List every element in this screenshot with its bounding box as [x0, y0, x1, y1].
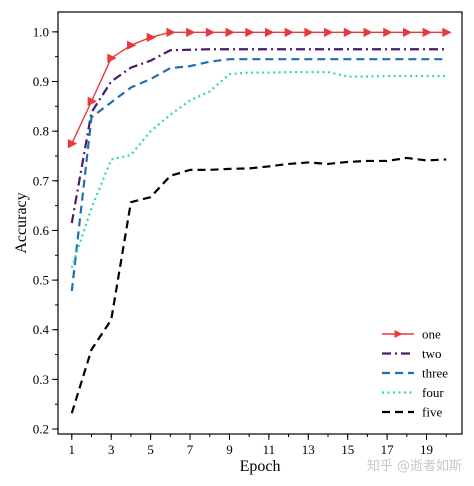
y-tick-label: 0.7 [33, 173, 50, 188]
series-point-one [127, 40, 137, 50]
series-line-two [70, 48, 447, 224]
x-tick-label: 15 [341, 442, 354, 457]
series-point-one [225, 27, 235, 38]
series-point-one [324, 27, 334, 38]
x-axis-label: Epoch [240, 458, 281, 475]
x-tick-label: 17 [381, 442, 395, 457]
series-line-five [70, 156, 447, 414]
x-tick-label: 7 [187, 442, 194, 457]
legend-label-one: one [422, 327, 441, 342]
x-tick-label: 9 [226, 442, 233, 457]
x-tick-label: 5 [147, 442, 154, 457]
series-point-one [245, 27, 255, 38]
y-tick-label: 0.8 [33, 124, 49, 139]
plot-frame [57, 11, 463, 435]
y-axis-label: Accuracy [13, 192, 30, 253]
y-tick-label: 0.5 [33, 273, 49, 288]
x-tick-label: 1 [69, 442, 76, 457]
series-point-one [422, 27, 432, 38]
series-point-one [107, 53, 117, 63]
y-tick-label: 0.6 [33, 223, 50, 238]
y-tick-label: 0.9 [33, 74, 49, 89]
legend: one two three four five [382, 327, 448, 420]
series-line-four [70, 70, 447, 269]
series-point-one [166, 27, 176, 38]
series-point-one [383, 27, 393, 38]
series-line-three [70, 58, 447, 292]
series-point-one [304, 27, 314, 38]
axis-ticks: 1 3 5 7 9 11 13 15 17 190.20.30.40.50.60.70.80.91… [33, 24, 447, 457]
y-tick-label: 1.0 [33, 24, 49, 39]
x-tick-label: 19 [420, 442, 433, 457]
legend-label-three: three [422, 366, 448, 381]
series-point-one [284, 27, 294, 38]
series-point-one [402, 27, 413, 38]
legend-marker-one [394, 330, 403, 338]
y-tick-label: 0.2 [33, 422, 49, 437]
series-point-one [264, 27, 275, 38]
series-lines [67, 27, 452, 414]
x-tick-label: 11 [263, 442, 276, 457]
series-point-one [87, 96, 97, 107]
x-tick-label: 13 [302, 442, 315, 457]
y-tick-label: 0.3 [33, 372, 49, 387]
series-point-one [363, 27, 373, 38]
legend-label-two: two [422, 346, 442, 361]
series-point-one [205, 27, 216, 38]
series-point-one [343, 27, 354, 38]
series-point-one [186, 27, 196, 38]
y-tick-label: 0.4 [33, 322, 50, 337]
series-point-one [442, 27, 452, 38]
watermark: 知乎 @逝者如斯 [367, 458, 462, 474]
series-point-one [146, 32, 157, 42]
x-tick-label: 3 [108, 442, 115, 457]
legend-label-four: four [422, 385, 444, 400]
series-point-one [67, 138, 78, 149]
legend-label-five: five [422, 405, 442, 420]
